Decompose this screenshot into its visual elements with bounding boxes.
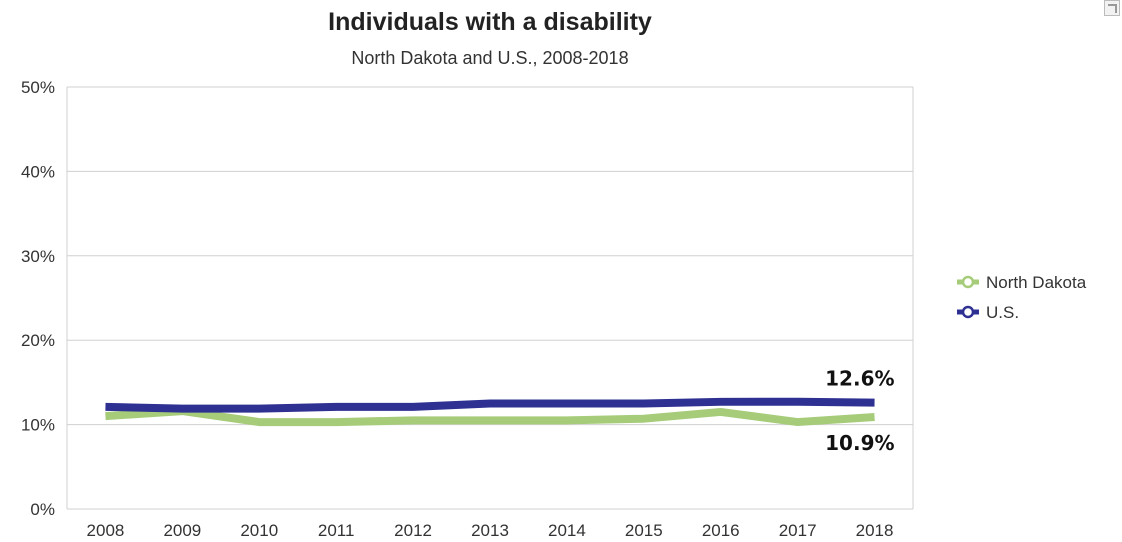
legend: North Dakota U.S. <box>957 273 1087 322</box>
y-tick-label: 10% <box>21 416 55 435</box>
chart-title: Individuals with a disability <box>328 8 652 36</box>
y-tick-label: 40% <box>21 162 55 181</box>
expand-icon[interactable] <box>1104 0 1120 16</box>
x-tick-label: 2018 <box>856 521 894 540</box>
x-tick-label: 2010 <box>240 521 278 540</box>
legend-label: North Dakota <box>986 273 1087 292</box>
gridlines <box>66 86 914 510</box>
x-tick-label: 2009 <box>163 521 201 540</box>
y-axis-ticks: 0% 10% 20% 30% 40% 50% <box>21 78 55 519</box>
chart-subtitle: North Dakota and U.S., 2008-2018 <box>351 48 628 68</box>
y-tick-label: 0% <box>30 500 55 519</box>
series-lines <box>105 397 875 427</box>
y-tick-label: 20% <box>21 331 55 350</box>
series-line-1 <box>105 397 875 413</box>
x-tick-label: 2017 <box>779 521 817 540</box>
data-label: 12.6% <box>825 367 894 391</box>
legend-item[interactable]: U.S. <box>957 303 1019 322</box>
x-tick-label: 2013 <box>471 521 509 540</box>
legend-label: U.S. <box>986 303 1019 322</box>
legend-item[interactable]: North Dakota <box>957 273 1087 292</box>
y-tick-label: 30% <box>21 247 55 266</box>
y-tick-label: 50% <box>21 78 55 97</box>
data-label: 10.9% <box>825 431 894 455</box>
x-tick-label: 2015 <box>625 521 663 540</box>
x-tick-label: 2008 <box>87 521 125 540</box>
x-tick-label: 2014 <box>548 521 586 540</box>
x-tick-label: 2012 <box>394 521 432 540</box>
legend-marker-icon <box>961 305 975 319</box>
data-labels: 10.9% 12.6% <box>825 367 894 455</box>
x-tick-label: 2011 <box>318 521 355 540</box>
x-axis-ticks: 2008 2009 2010 2011 2012 2013 2014 2015 2016 2017… <box>87 521 894 540</box>
x-tick-label: 2016 <box>702 521 740 540</box>
legend-marker-icon <box>961 275 975 289</box>
series-line-0 <box>105 407 875 427</box>
